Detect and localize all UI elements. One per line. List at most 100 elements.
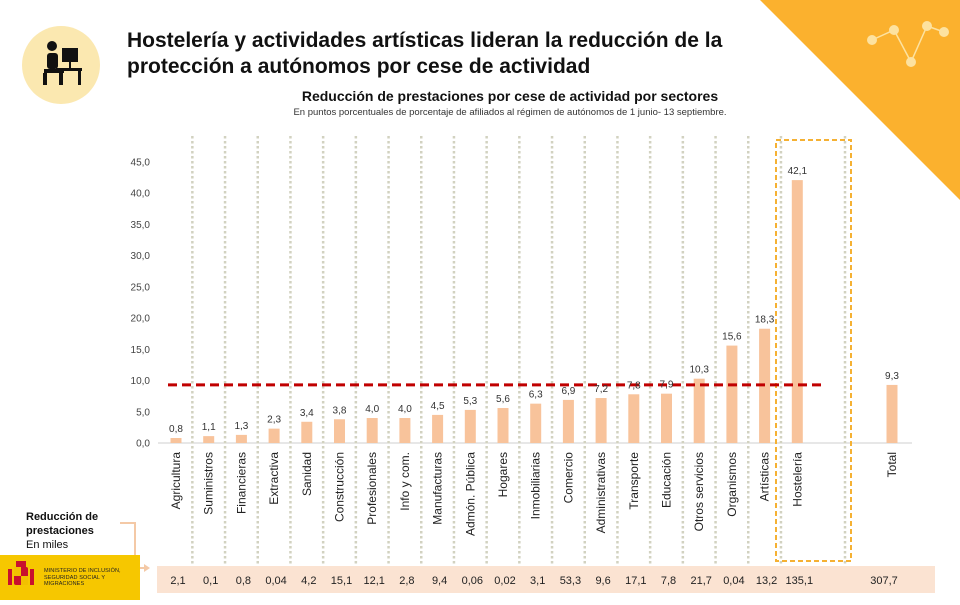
bar (334, 419, 345, 443)
y-tick-label: 5,0 (136, 407, 150, 418)
table-value: 135,1 (786, 575, 814, 587)
bar-value-label: 0,8 (169, 424, 183, 435)
table-value: 9,6 (595, 575, 610, 587)
y-tick-label: 15,0 (131, 345, 151, 356)
category-label: Admón. Pública (463, 452, 477, 536)
bar-value-label: 1,3 (234, 421, 248, 432)
bar (791, 180, 803, 443)
y-tick-label: 40,0 (131, 189, 151, 200)
bar-value-label: 5,6 (496, 394, 510, 405)
bar (530, 403, 542, 443)
table-value: 15,1 (331, 575, 352, 587)
table-value: 0,04 (723, 575, 744, 587)
chart-title: Reducción de prestaciones por cese de ac… (301, 88, 719, 104)
bar (301, 421, 313, 443)
bar (562, 399, 574, 443)
table-value: 17,1 (625, 575, 646, 587)
bar-value-label: 7,8 (627, 380, 641, 391)
y-tick-label: 25,0 (131, 282, 151, 293)
table-value: 12,1 (363, 575, 384, 587)
table-value: 0,1 (203, 575, 218, 587)
bar (268, 428, 280, 443)
y-tick-label: 30,0 (131, 251, 151, 262)
category-label: Educación (660, 452, 674, 508)
bar-value-label: 4,0 (398, 404, 412, 415)
bar-value-label: 2,3 (267, 415, 281, 426)
category-label: Total (885, 452, 899, 477)
category-label: Administrativas (594, 452, 608, 533)
category-label: Otros servicios (692, 452, 706, 531)
y-tick-label: 45,0 (131, 158, 151, 169)
bar (886, 384, 898, 443)
bar-value-label: 3,4 (300, 408, 314, 419)
category-label: Organismos (725, 452, 739, 517)
ministry-logo (0, 555, 140, 600)
bar-value-label: 1,1 (202, 422, 216, 433)
category-label: Extractiva (267, 452, 281, 505)
bar (628, 394, 640, 443)
bar-value-label: 4,5 (431, 401, 445, 412)
table-value: 13,2 (756, 575, 777, 587)
bar-value-label: 6,9 (561, 386, 575, 397)
ministry-name: MINISTERIO DE INCLUSIÓN, SEGURIDAD SOCIA… (44, 568, 121, 587)
worker-icon (22, 26, 100, 104)
chart-subtitle: En puntos porcentuales de porcentaje de … (293, 107, 727, 118)
table-row-label: Reducción de prestaciones En miles (26, 510, 136, 552)
bar (726, 345, 738, 443)
y-tick-label: 20,0 (131, 314, 151, 325)
bar (170, 438, 182, 443)
bar (399, 418, 411, 443)
bar (661, 393, 672, 443)
table-label-unit: En miles (26, 539, 69, 551)
category-label: Hogares (496, 452, 510, 497)
table-value: 2,8 (399, 575, 414, 587)
category-label: Agricultura (169, 452, 183, 510)
category-label: Suministros (202, 452, 216, 515)
category-label: Profesionales (365, 452, 379, 525)
bar-value-label: 42,1 (788, 166, 808, 177)
bar-value-label: 10,3 (689, 365, 709, 376)
highlight-box (775, 139, 852, 562)
category-label: Artísticas (758, 452, 772, 501)
bar (203, 436, 215, 443)
category-label: Sanidad (300, 452, 314, 496)
category-label: Construcción (333, 452, 347, 522)
y-tick-label: 10,0 (131, 376, 151, 387)
table-value: 0,02 (494, 575, 515, 587)
page-title: Hostelería y actividades artísticas lide… (127, 29, 723, 78)
bar (464, 409, 476, 443)
table-value: 4,2 (301, 575, 316, 587)
bar-value-label: 4,0 (365, 404, 379, 415)
category-label: Transporte (627, 452, 641, 510)
table-value: 0,8 (236, 575, 251, 587)
category-label: Manufacturas (431, 452, 445, 525)
table-values-band (157, 566, 935, 593)
table-value: 9,4 (432, 575, 447, 587)
bar-value-label: 9,3 (885, 371, 899, 382)
y-tick-label: 35,0 (131, 220, 151, 231)
category-label: Info y com. (398, 452, 412, 511)
corner-decoration (760, 0, 960, 200)
bar (366, 418, 378, 443)
table-arrow-head (144, 564, 150, 572)
bar (595, 398, 607, 443)
table-value: 307,7 (870, 575, 898, 587)
bar (235, 434, 247, 443)
bar-value-label: 3,8 (333, 405, 347, 416)
table-value: 53,3 (560, 575, 581, 587)
bar-value-label: 18,3 (755, 315, 775, 326)
table-value: 2,1 (170, 575, 185, 587)
table-value: 0,06 (462, 575, 483, 587)
table-value: 0,04 (265, 575, 286, 587)
table-value: 3,1 (530, 575, 545, 587)
bar-value-label: 6,3 (529, 390, 543, 401)
category-label: Hostelería (790, 452, 804, 507)
bar-value-label: 7,9 (660, 380, 674, 391)
bar (432, 414, 444, 443)
table-value: 7,8 (661, 575, 676, 587)
bar-value-label: 7,2 (594, 384, 608, 395)
table-value: 21,7 (690, 575, 711, 587)
coat-of-arms-icon (8, 561, 34, 585)
category-label: Comercio (561, 452, 575, 504)
